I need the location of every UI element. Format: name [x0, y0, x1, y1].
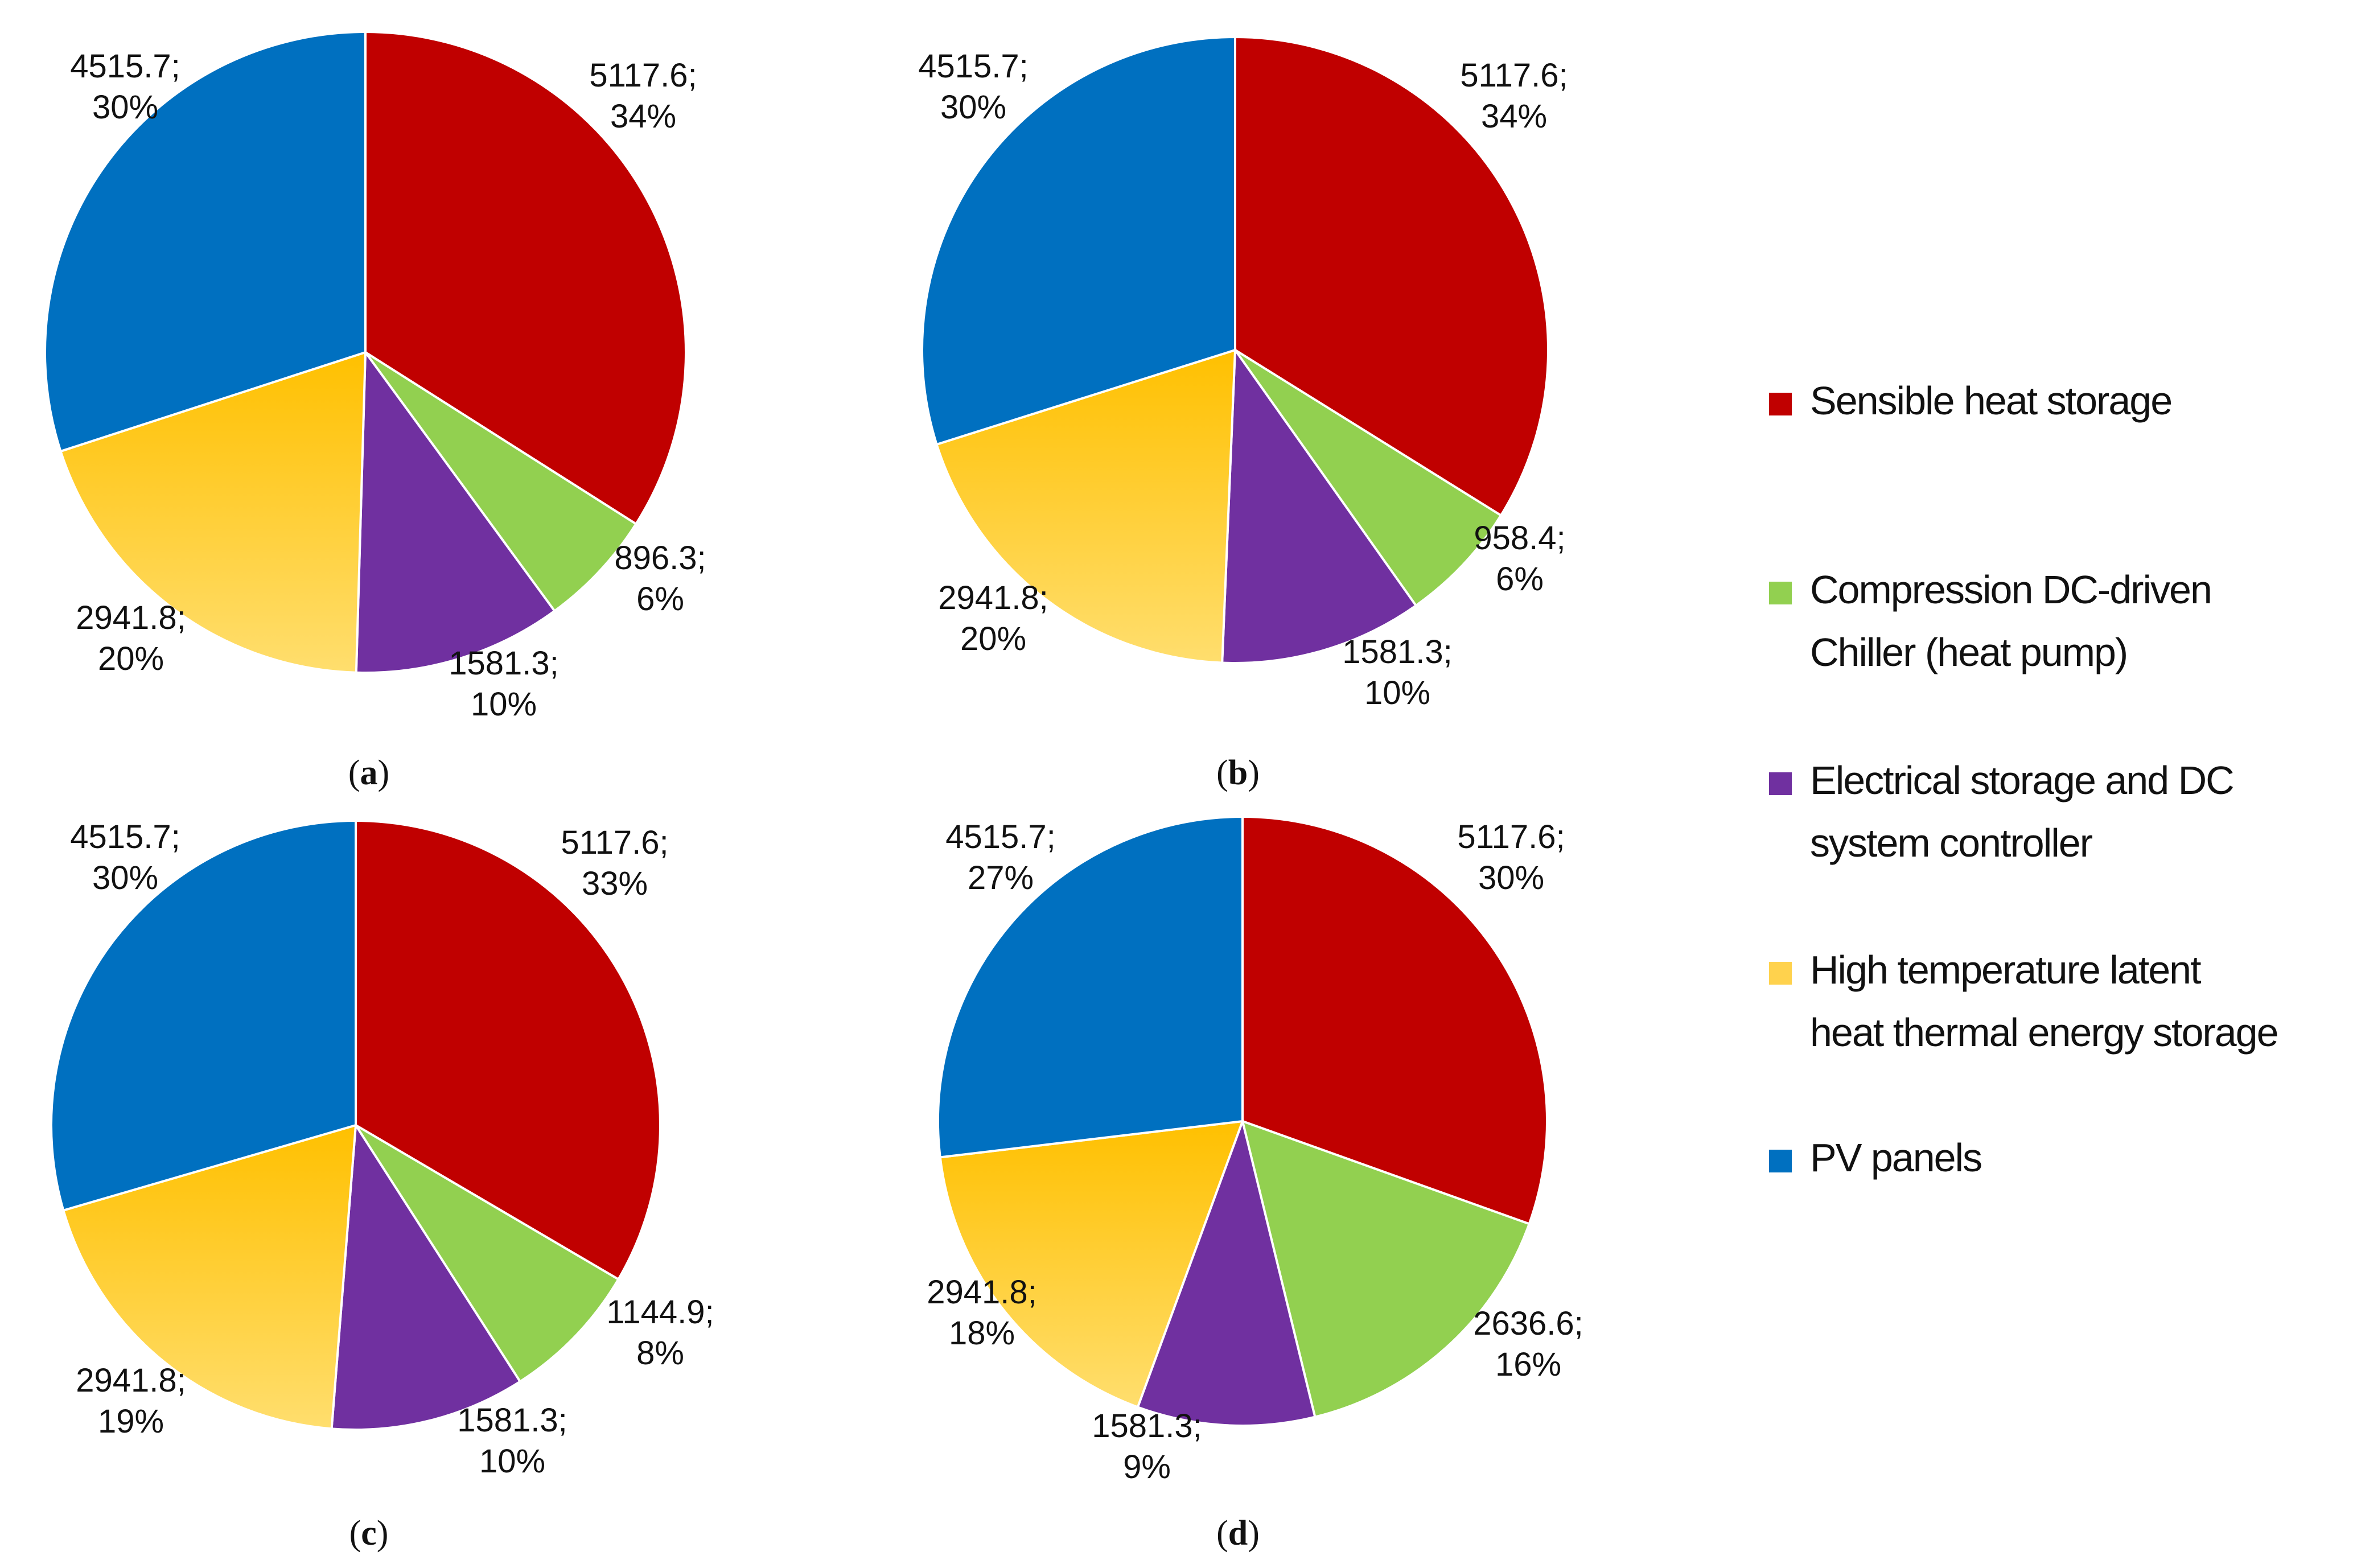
legend-label-chiller-line-1: Compression DC-driven [1810, 567, 2211, 612]
data-label-a-sensible: 5117.6; 34% [589, 57, 697, 135]
panel-label-c: (c) [349, 1514, 389, 1553]
data-label-c-latent: 2941.8; 19% [76, 1362, 186, 1440]
pie-slice-d-sensible [1241, 815, 1548, 1225]
pie-slice-b-pv [921, 35, 1236, 446]
data-label-d-sensible: 5117.6; 30% [1457, 818, 1565, 896]
pie-panel-a: 5117.6; 34% 896.3; 6% 1581.3; 10% 2941.8; 20% 45… [44, 30, 706, 723]
legend-swatch-chiller [1769, 582, 1792, 604]
pie-slice-b-electrical [1221, 347, 1418, 664]
data-label-b-pv: 4515.7; 30% [918, 48, 1029, 126]
legend-label-chiller-line-2: Chiller (heat pump) [1810, 630, 2127, 674]
pie-panel-c: 5117.6; 33% 1144.9; 8% 1581.3; 10% 2941.8; 19% 4… [50, 818, 714, 1480]
data-label-b-latent: 2941.8; 20% [938, 579, 1048, 657]
legend-label-electrical-line-2: system controller [1810, 821, 2093, 865]
pie-slice-c-pv [50, 819, 357, 1212]
legend-swatch-electrical [1769, 772, 1792, 795]
data-label-b-electrical: 1581.3; 10% [1342, 633, 1453, 711]
panel-label-d: (d) [1216, 1514, 1260, 1553]
pie-slice-a-chiller [364, 351, 638, 613]
legend-swatch-sensible [1769, 393, 1792, 415]
legend-label-electrical-line-1: Electrical storage and DC [1810, 758, 2233, 802]
pie-slice-a-latent [59, 351, 367, 674]
data-label-b-sensible: 5117.6; 34% [1460, 57, 1568, 135]
legend-swatch-pv [1769, 1150, 1792, 1172]
data-label-d-pv: 4515.7; 27% [945, 818, 1056, 896]
data-label-c-electrical: 1581.3; 10% [457, 1402, 567, 1480]
legend-label-latent-line-2: heat thermal energy storage [1810, 1010, 2278, 1055]
data-label-a-electrical: 1581.3; 10% [449, 645, 559, 723]
legend-label-sensible: Sensible heat storage [1810, 378, 2171, 423]
pie-slice-d-chiller [1241, 1119, 1531, 1419]
pie-slice-b-latent [935, 348, 1237, 664]
legend: Sensible heat storage Compression DC-driv… [1769, 378, 2279, 1180]
data-label-a-latent: 2941.8; 20% [76, 599, 186, 677]
pie-slice-a-sensible [364, 30, 687, 526]
data-label-d-chiller: 2636.6; 16% [1473, 1305, 1583, 1383]
data-label-a-chiller: 896.3; 6% [614, 540, 706, 618]
data-label-d-electrical: 1581.3; 9% [1092, 1408, 1202, 1485]
pie-slice-d-pv [937, 815, 1244, 1159]
legend-label-pv: PV panels [1810, 1135, 1981, 1180]
pie-slice-a-electrical [355, 349, 557, 674]
pie-slice-b-chiller [1234, 349, 1503, 607]
data-label-c-chiller: 1144.9; 8% [606, 1294, 714, 1372]
pie-slice-c-latent [61, 1123, 357, 1430]
pie-slice-b-sensible [1234, 35, 1549, 517]
panel-label-b: (b) [1216, 754, 1260, 792]
pie-slice-d-electrical [1136, 1117, 1317, 1427]
data-label-c-sensible: 5117.6; 33% [561, 824, 668, 902]
data-label-c-pv: 4515.7; 30% [70, 818, 180, 896]
pie-slice-c-electrical [330, 1121, 522, 1431]
data-label-a-pv: 4515.7; 30% [70, 48, 180, 126]
panel-label-a: (a) [348, 754, 389, 792]
pie-panel-d: 5117.6; 30% 2636.6; 16% 1581.3; 9% 2941.8; 18% 4… [927, 815, 1583, 1485]
legend-label-latent-line-1: High temperature latent [1810, 948, 2201, 992]
legend-swatch-latent [1769, 962, 1792, 985]
pie-slice-c-sensible [355, 819, 662, 1281]
pie-panel-b: 5117.6; 34% 958.4; 6% 1581.3; 10% 2941.8; 20% 45… [918, 35, 1568, 711]
pie-slice-c-chiller [355, 1124, 620, 1384]
data-label-b-chiller: 958.4; 6% [1474, 520, 1565, 598]
data-label-d-latent: 2941.8; 18% [927, 1274, 1037, 1352]
pie-slice-a-pv [44, 30, 367, 453]
pie-slice-d-latent [939, 1120, 1244, 1409]
